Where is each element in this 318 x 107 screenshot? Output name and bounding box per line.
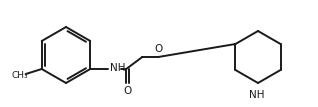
Text: O: O [123,86,131,96]
Text: CH₃: CH₃ [11,71,28,80]
Text: NH: NH [110,63,126,73]
Text: O: O [154,44,162,54]
Text: NH: NH [249,90,265,100]
